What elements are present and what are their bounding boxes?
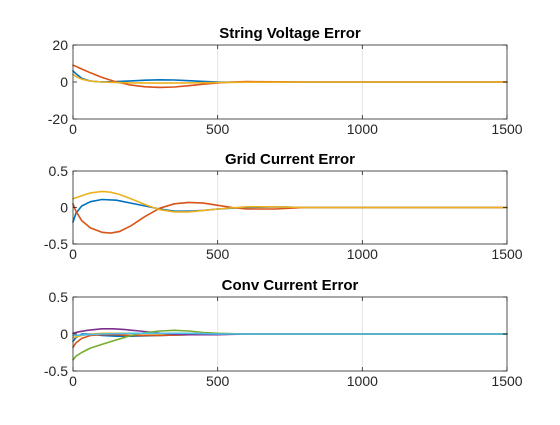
- y-tick-label-2-1: 0: [60, 200, 68, 216]
- x-tick-label-3-1: 500: [206, 373, 230, 389]
- series-line-2-2: [72, 201, 508, 234]
- series-line-3-6: [72, 332, 508, 337]
- x-tick-label-2-2: 1000: [347, 246, 378, 262]
- x-tick-label-3-2: 1000: [347, 373, 378, 389]
- y-tick-label-1-0: -20: [48, 111, 68, 127]
- y-tick-label-3-2: 0.5: [49, 289, 69, 305]
- y-tick-label-2-0: -0.5: [44, 236, 68, 252]
- chart-title-1: String Voltage Error: [219, 25, 361, 42]
- x-tick-label-2-1: 500: [206, 246, 230, 262]
- y-tick-label-3-0: -0.5: [44, 363, 68, 379]
- series-line-2-3: [72, 190, 508, 213]
- x-tick-label-2-0: 0: [69, 246, 77, 262]
- y-tick-label-1-2: 20: [52, 37, 68, 53]
- chart-title-2: Grid Current Error: [225, 151, 355, 168]
- x-tick-label-2-3: 1500: [491, 246, 522, 262]
- x-tick-label-1-3: 1500: [491, 121, 522, 137]
- series-line-1-3: [72, 73, 508, 84]
- y-tick-label-2-2: 0.5: [49, 163, 69, 179]
- y-tick-label-1-1: 0: [60, 74, 68, 90]
- x-tick-label-3-0: 0: [69, 373, 77, 389]
- x-tick-label-1-0: 0: [69, 121, 77, 137]
- chart-title-3: Conv Current Error: [222, 277, 359, 294]
- x-tick-label-3-3: 1500: [491, 373, 522, 389]
- y-tick-label-3-1: 0: [60, 326, 68, 342]
- x-tick-label-1-1: 500: [206, 121, 230, 137]
- x-tick-label-1-2: 1000: [347, 121, 378, 137]
